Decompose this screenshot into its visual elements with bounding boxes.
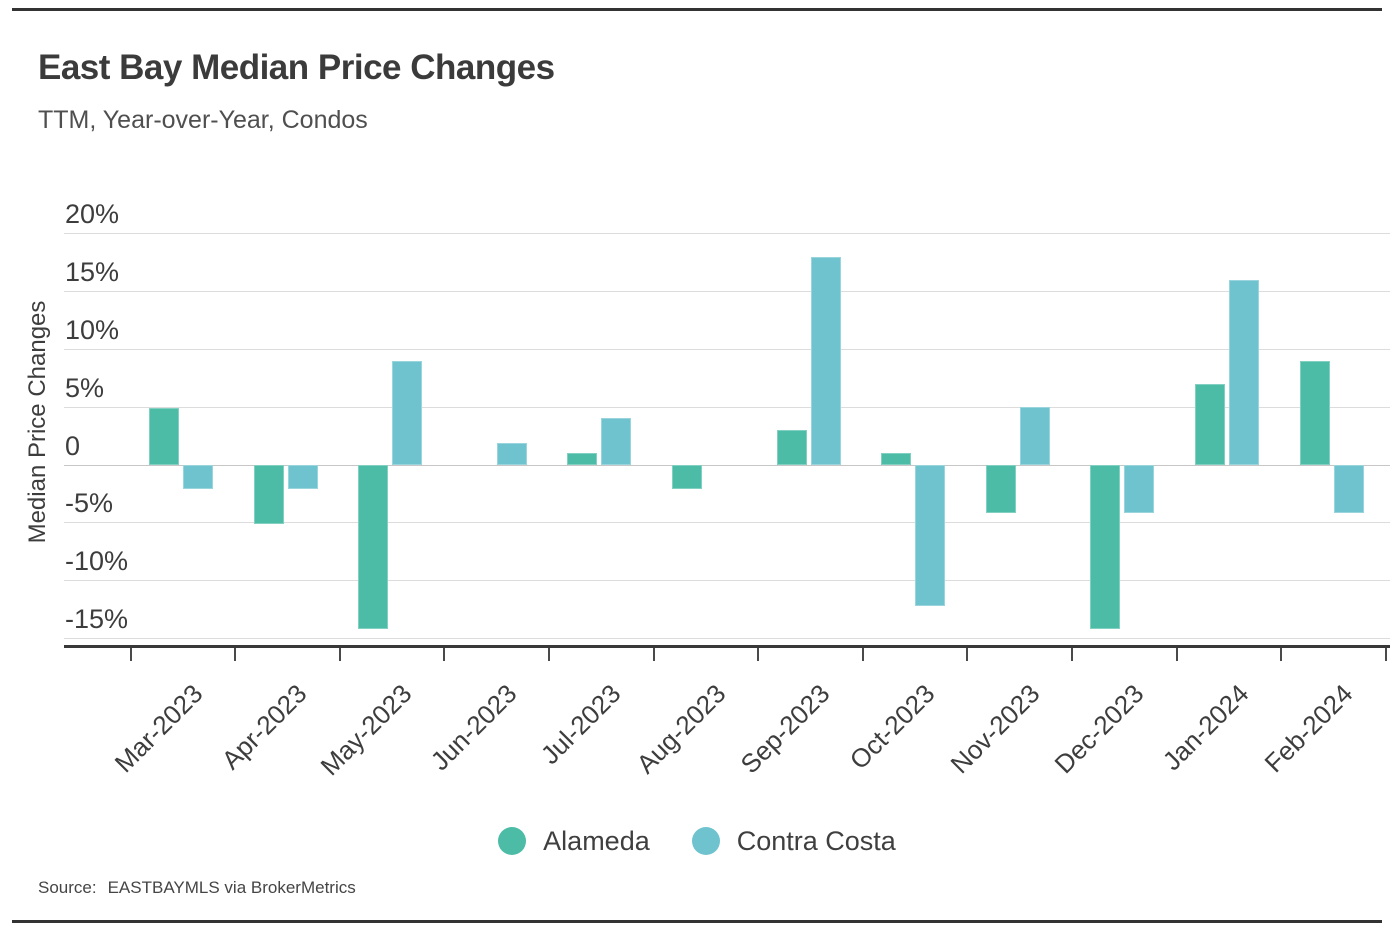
bar-contra-costa bbox=[183, 464, 213, 489]
y-tick-label: -10% bbox=[65, 546, 129, 577]
source-text: EASTBAYMLS via BrokerMetrics bbox=[107, 878, 356, 897]
source-label: Source: bbox=[38, 878, 97, 897]
bar-contra-costa bbox=[601, 418, 632, 465]
bar-alameda bbox=[985, 464, 1016, 514]
y-tick-label: -15% bbox=[65, 604, 129, 634]
bar-contra-costa bbox=[392, 360, 423, 465]
legend-item-alameda: Alameda bbox=[498, 826, 650, 857]
gridline bbox=[64, 464, 1390, 466]
contra-costa-swatch-icon bbox=[691, 827, 720, 855]
bar-contra-costa bbox=[1333, 464, 1364, 514]
bar-contra-costa bbox=[1124, 464, 1155, 514]
y-tick-label: 20% bbox=[65, 199, 120, 230]
gridline bbox=[64, 522, 1390, 524]
bar-contra-costa bbox=[1019, 406, 1050, 465]
legend: Alameda Contra Costa bbox=[0, 824, 1394, 858]
x-axis-tick bbox=[652, 648, 655, 661]
bar-contra-costa bbox=[496, 442, 527, 465]
bar-alameda bbox=[567, 453, 598, 465]
x-axis-tick bbox=[547, 648, 550, 661]
gridline bbox=[64, 291, 1390, 293]
x-axis-tick bbox=[1384, 648, 1387, 661]
x-axis-tick bbox=[234, 648, 237, 661]
gridline bbox=[64, 580, 1390, 582]
y-tick-label: 10% bbox=[65, 315, 120, 345]
gridline bbox=[64, 349, 1390, 350]
x-axis-tick bbox=[1175, 648, 1178, 661]
y-tick-label: -5% bbox=[65, 488, 114, 519]
y-tick-label: 5% bbox=[65, 372, 105, 403]
y-tick-label: 0 bbox=[65, 430, 81, 461]
bar-alameda bbox=[1299, 360, 1330, 465]
x-axis-tick bbox=[338, 648, 341, 661]
bar-contra-costa bbox=[915, 464, 946, 606]
bar-alameda bbox=[776, 429, 807, 465]
x-axis-tick bbox=[861, 648, 864, 661]
bottom-divider bbox=[12, 920, 1382, 923]
legend-item-contra-costa: Contra Costa bbox=[691, 825, 896, 857]
y-tick-label: 15% bbox=[65, 257, 120, 288]
gridline bbox=[64, 406, 1390, 408]
bar-contra-costa bbox=[287, 464, 318, 489]
bar-alameda bbox=[1090, 464, 1121, 629]
gridline bbox=[64, 638, 1390, 639]
bar-alameda bbox=[253, 464, 284, 524]
chart-title: East Bay Median Price Changes bbox=[38, 48, 555, 87]
x-axis-tick bbox=[443, 648, 446, 661]
bar-contra-costa bbox=[810, 256, 841, 465]
x-axis-tick bbox=[1070, 648, 1073, 661]
gridline bbox=[64, 233, 1390, 235]
x-axis-tick bbox=[129, 648, 132, 661]
legend-label-alameda: Alameda bbox=[543, 825, 650, 856]
legend-label-contra-costa: Contra Costa bbox=[736, 825, 896, 856]
bar-alameda bbox=[672, 464, 702, 489]
bar-alameda bbox=[149, 407, 179, 465]
bar-alameda bbox=[358, 464, 389, 629]
top-divider bbox=[12, 8, 1382, 11]
x-axis-line bbox=[64, 645, 1390, 648]
x-axis-tick bbox=[757, 648, 760, 661]
chart-subtitle: TTM, Year-over-Year, Condos bbox=[38, 106, 368, 134]
bar-contra-costa bbox=[1229, 279, 1259, 465]
x-axis-tick bbox=[1280, 648, 1283, 661]
bar-alameda bbox=[1195, 383, 1225, 465]
bar-alameda bbox=[881, 453, 912, 465]
source-note: Source: EASTBAYMLS via BrokerMetrics bbox=[38, 878, 356, 898]
alameda-swatch-icon bbox=[498, 827, 527, 855]
x-axis-tick bbox=[966, 648, 969, 661]
